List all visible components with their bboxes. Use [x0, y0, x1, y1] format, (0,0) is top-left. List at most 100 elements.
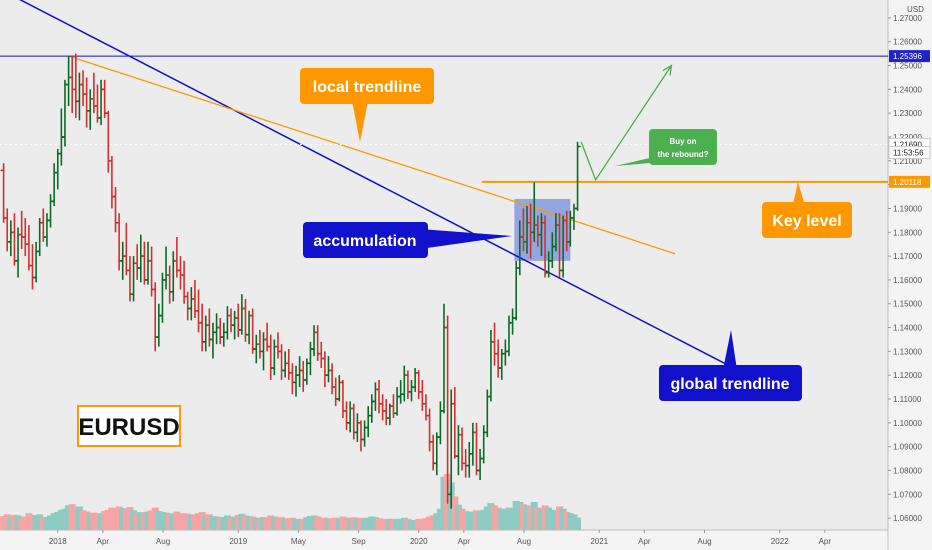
- volume-bar: [205, 514, 213, 530]
- volume-bar: [245, 516, 253, 530]
- volume-bar: [144, 511, 152, 530]
- y-tick-label: 1.21000: [893, 157, 922, 166]
- volume-bar: [252, 517, 260, 530]
- volume-bar: [429, 515, 437, 530]
- local-trendline-callout: [300, 68, 434, 104]
- ohlc-bar: [574, 141, 581, 211]
- volume-bar: [574, 517, 582, 530]
- volume-bar: [158, 512, 166, 530]
- x-tick-label: Aug: [517, 537, 531, 546]
- volume-bar: [389, 519, 397, 530]
- volume-bar: [487, 503, 495, 530]
- volume-bar: [234, 514, 242, 530]
- accumulation-callout: [303, 222, 428, 258]
- volume-bar: [494, 507, 502, 530]
- volume-bar: [270, 516, 278, 530]
- volume-bar: [400, 517, 408, 530]
- volume-bar: [393, 518, 401, 530]
- y-tick-label: 1.07000: [893, 490, 922, 499]
- volume-bar: [566, 513, 574, 530]
- x-tick-label: 2021: [590, 537, 608, 546]
- volume-bar: [469, 511, 477, 530]
- price-axis-panel: [888, 0, 932, 550]
- ohlc-series: [0, 53, 581, 509]
- volume-bar: [137, 512, 145, 530]
- volume-bar: [458, 508, 466, 530]
- volume-bar: [516, 502, 524, 530]
- volume-bar: [498, 508, 506, 530]
- volume-bar: [371, 517, 379, 530]
- volume-bar: [512, 500, 520, 530]
- volume-bar: [166, 513, 174, 530]
- volume-bar: [90, 512, 98, 530]
- volume-bar: [119, 508, 127, 530]
- volume-bar: [361, 518, 369, 530]
- price-marker-box: [888, 145, 931, 159]
- volume-bar: [335, 518, 343, 530]
- volume-bar: [184, 513, 192, 530]
- volume-bar: [43, 517, 51, 530]
- volume-bar: [83, 511, 91, 530]
- volume-bar: [281, 518, 289, 530]
- volume-bar: [140, 512, 148, 530]
- volume-bar: [198, 512, 206, 530]
- volume-bar: [480, 509, 488, 530]
- volume-bar: [93, 513, 101, 530]
- price-marker-label: 1.25396: [893, 52, 922, 61]
- volume-bar: [491, 505, 499, 530]
- y-tick-label: 1.10000: [893, 419, 922, 428]
- price-marker-label: 1.20118: [893, 178, 922, 187]
- global-trendline: [19, 0, 730, 367]
- volume-bar: [122, 509, 130, 530]
- volume-bar: [433, 513, 441, 530]
- buy-callout: [649, 129, 717, 165]
- volume-bar: [552, 510, 560, 530]
- volume-bar: [404, 518, 412, 530]
- y-tick-label: 1.27000: [893, 14, 922, 23]
- volume-bar: [50, 513, 58, 530]
- volume-bar: [72, 507, 80, 530]
- volume-bar: [375, 518, 383, 530]
- volume-bar: [559, 508, 567, 530]
- volume-bar: [133, 513, 141, 530]
- volume-bar: [39, 517, 47, 530]
- price-marker-label: 1.21690: [893, 140, 922, 149]
- volume-bar: [368, 516, 376, 530]
- volume-bar: [130, 510, 138, 530]
- volume-bar: [97, 513, 105, 530]
- volume-bar: [545, 507, 553, 530]
- volume-bar: [18, 518, 26, 530]
- volume-bar: [101, 510, 109, 530]
- volume-bar: [68, 504, 76, 530]
- currency-label: USD: [907, 5, 924, 14]
- volume-bar: [176, 514, 184, 530]
- volume-bar: [408, 520, 416, 530]
- volume-bar: [303, 517, 311, 530]
- volume-bar: [288, 517, 296, 530]
- volume-bar: [364, 517, 372, 530]
- buy-label-line1: Buy on: [669, 137, 696, 146]
- volume-bar: [563, 512, 571, 530]
- volume-bar: [534, 507, 542, 530]
- volume-bar: [7, 517, 15, 530]
- volume-bar: [509, 508, 517, 530]
- volume-bar: [61, 508, 69, 530]
- volume-bar: [180, 513, 188, 530]
- volume-bar: [263, 517, 271, 530]
- volume-bar: [426, 516, 434, 530]
- projection-arrowhead: [662, 64, 673, 76]
- y-tick-label: 1.22000: [893, 133, 922, 142]
- volume-bar: [108, 507, 116, 530]
- volume-bar: [3, 514, 11, 530]
- volume-bar: [267, 515, 275, 530]
- volume-bar: [537, 508, 545, 530]
- volume-bar: [213, 516, 221, 530]
- volume-bar: [86, 513, 94, 530]
- volume-bar: [151, 507, 159, 530]
- volume-bar: [386, 518, 394, 530]
- y-tick-label: 1.25000: [893, 62, 922, 71]
- volume-bar: [191, 514, 199, 530]
- key-level-callout: [762, 202, 852, 238]
- volume-bar: [483, 506, 491, 530]
- volume-bar: [241, 515, 249, 530]
